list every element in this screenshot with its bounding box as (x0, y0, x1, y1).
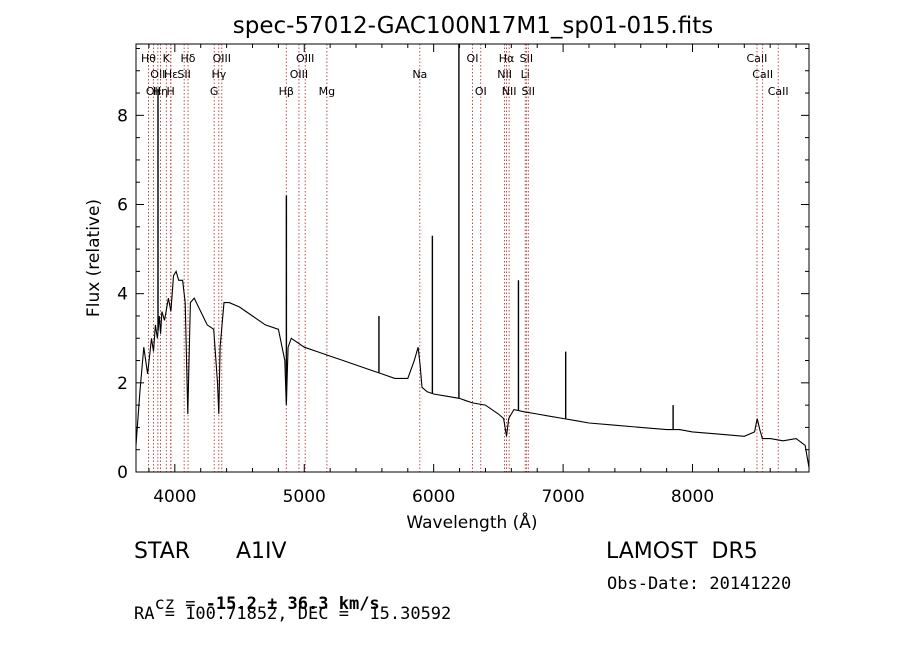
line-marker-label-8: SII (177, 68, 190, 81)
y-tick-label-1: 2 (117, 374, 128, 394)
redshift-value: -15.2 ± 36.3 km/s (205, 594, 380, 614)
y-tick-label-3: 6 (117, 196, 128, 216)
redshift-prefix: cz = (154, 594, 206, 614)
ra-dec: RA = 100.71852, DEC = 15.30592 (134, 604, 452, 624)
line-marker-label-0: Hθ (141, 52, 156, 65)
line-marker-label-14: OIII (296, 52, 314, 65)
x-tick-label-1: 5000 (283, 487, 326, 507)
axes: 4000 5000 6000 7000 8000 0 2 4 6 8 (117, 44, 809, 507)
line-marker-label-24: SII (522, 85, 535, 98)
line-marker-layer: HθOIIOIIHηKHHεHδSIIGHγOIIIHβOIIIOIIIMgNa… (141, 44, 789, 472)
line-marker-label-23: SII (520, 52, 533, 65)
spectrum-series (135, 44, 810, 468)
survey-name: LAMOST DR5 (606, 539, 758, 564)
line-marker-label-22: Li (521, 68, 530, 81)
line-marker-label-7: Hδ (181, 52, 196, 65)
line-marker-label-2: OII (150, 68, 165, 81)
object-class: STAR (134, 539, 191, 564)
line-marker-label-4: K (163, 52, 171, 65)
line-marker-label-19: NII (497, 68, 512, 81)
line-marker-label-16: Na (412, 68, 427, 81)
line-marker-label-5: H (167, 85, 175, 98)
line-marker-label-26: CaII (752, 68, 773, 81)
line-marker-label-1: OII (146, 85, 161, 98)
obs-date: Obs-Date: 20141220 (607, 574, 792, 594)
line-marker-label-18: OI (475, 85, 487, 98)
x-axis-label: Wavelength (Å) (406, 511, 537, 533)
line-marker-label-9: G (210, 85, 219, 98)
x-tick-label-0: 4000 (153, 487, 196, 507)
line-marker-label-10: Hγ (211, 68, 226, 81)
y-tick-label-2: 4 (117, 285, 128, 305)
line-marker-label-15: Mg (319, 85, 335, 98)
redshift-line: cz = -15.2 ± 36.3 km/s (134, 574, 380, 614)
y-axis-label: Flux (relative) (84, 199, 104, 317)
x-tick-label-2: 6000 (412, 487, 455, 507)
line-marker-label-6: Hε (164, 68, 178, 81)
object-subclass: A1IV (236, 539, 287, 564)
line-marker-label-25: CaII (747, 52, 768, 65)
line-marker-label-27: CaII (768, 85, 789, 98)
x-tick-label-3: 7000 (541, 487, 584, 507)
line-marker-label-21: NII (502, 85, 517, 98)
line-marker-label-11: OIII (213, 52, 231, 65)
line-marker-label-20: Hα (499, 52, 515, 65)
line-marker-label-12: Hβ (279, 85, 294, 98)
line-marker-label-3: Hη (153, 85, 168, 98)
y-tick-label-0: 0 (117, 463, 128, 483)
y-tick-label-4: 8 (117, 106, 128, 126)
chart-title: spec-57012-GAC100N17M1_sp01-015.fits (233, 13, 713, 39)
line-marker-label-13: OIII (290, 68, 308, 81)
plot-frame (135, 43, 810, 473)
spectrum-line-0 (135, 270, 810, 468)
x-tick-label-4: 8000 (671, 487, 714, 507)
line-marker-label-17: OI (467, 52, 479, 65)
